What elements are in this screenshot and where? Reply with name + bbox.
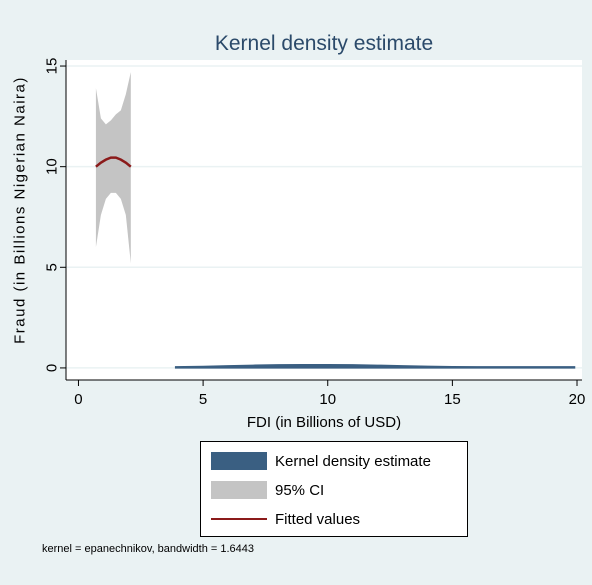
fitted-line [95,156,132,168]
legend-swatch-kde [211,452,267,470]
plot-area [66,60,582,380]
x-tick-label: 10 [319,391,336,408]
ci-band [95,72,131,264]
x-axis-label: FDI (in Billions of USD) [247,414,401,431]
legend-item-kde: Kernel density estimate [211,450,431,472]
y-tick-label: 15 [44,58,61,75]
legend-label-kde: Kernel density estimate [275,452,431,470]
legend-label-fitted: Fitted values [275,510,361,528]
legend-label-ci: 95% CI [275,481,325,499]
x-tick-label: 15 [444,391,461,408]
x-tick-label: 5 [199,391,207,408]
legend-swatch-ci [211,481,267,499]
legend: Kernel density estimate 95% CI Fitted va… [200,441,468,537]
x-tick-label: 20 [569,391,586,408]
axes: 0 5 10 15 20 0 5 10 15 [44,58,586,408]
y-tick-label: 10 [44,158,61,175]
chart-title: Kernel density estimate [215,32,433,55]
y-axis-label: Fraud (in Billions Nigerian Naira) [12,76,29,344]
x-tick-label: 0 [74,391,82,408]
legend-swatch-fitted [211,518,267,520]
legend-item-fitted: Fitted values [211,508,360,530]
kde-area [174,363,576,369]
legend-item-ci: 95% CI [211,479,324,501]
y-tick-label: 0 [44,364,61,372]
chart-note: kernel = epanechnikov, bandwidth = 1.644… [42,543,255,555]
y-tick-label: 5 [44,263,61,271]
series-layer [95,72,576,369]
